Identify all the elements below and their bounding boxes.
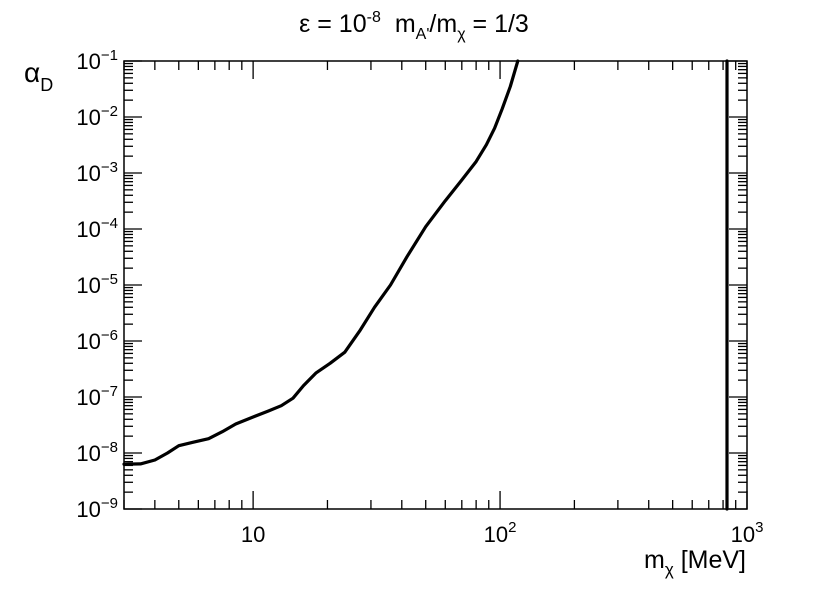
y-tick-label: 10−4 bbox=[76, 215, 118, 242]
y-axis-label: αD bbox=[24, 57, 53, 95]
axis-ticks bbox=[123, 60, 748, 510]
y-tick-label: 10−1 bbox=[76, 47, 118, 74]
y-tick-label: 10−3 bbox=[76, 159, 118, 186]
x-tick-label: 102 bbox=[484, 519, 517, 547]
exclusion-curve bbox=[122, 59, 520, 466]
x-tick-label: 103 bbox=[731, 519, 764, 547]
y-tick-label: 10−5 bbox=[76, 271, 118, 298]
x-axis-label: mχ [MeV] bbox=[644, 546, 746, 579]
y-tick-label: 10−7 bbox=[76, 383, 118, 410]
y-tick-label: 10−9 bbox=[76, 495, 118, 522]
x-tick-label: 10 bbox=[241, 522, 265, 547]
series-layer bbox=[122, 59, 729, 511]
y-tick-label: 10−8 bbox=[76, 439, 118, 466]
y-tick-label: 10−2 bbox=[76, 103, 118, 130]
tick-labels: 10 102 103 10−9 10−8 10−7 10−6 10−5 10−4 10−3 10−2… bbox=[76, 47, 763, 547]
chart-title: ε = 10-8 mA'/mχ = 1/3 bbox=[299, 9, 529, 43]
plot-frame bbox=[123, 60, 748, 510]
y-tick-label: 10−6 bbox=[76, 327, 118, 354]
